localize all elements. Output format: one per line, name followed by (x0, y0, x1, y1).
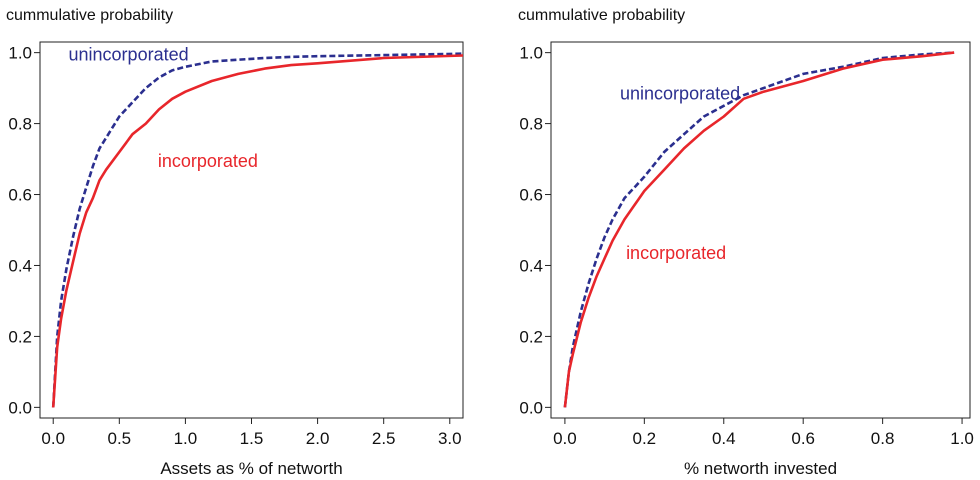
y-tick-label: 0.6 (8, 186, 32, 205)
x-tick-label: 0.4 (712, 429, 736, 448)
series-line-unincorporated (563, 51, 955, 408)
y-tick-label: 0.8 (8, 115, 32, 134)
annotation-incorporated: incorporated (626, 243, 726, 263)
y-tick-label: 0.4 (519, 256, 543, 275)
x-tick-label: 0.6 (791, 429, 815, 448)
x-tick-label: 0.5 (107, 429, 131, 448)
series-line-unincorporated (51, 52, 463, 408)
y-tick-label: 0.0 (519, 398, 543, 417)
annotation-incorporated: incorporated (158, 151, 258, 171)
y-axis-title: cummulative probability (518, 7, 685, 24)
x-tick-label: 0.2 (633, 429, 657, 448)
y-tick-label: 0.6 (519, 186, 543, 205)
x-axis-title: Assets as % of networth (160, 459, 342, 478)
annotation-unincorporated: unincorporated (69, 44, 189, 64)
x-tick-label: 1.0 (174, 429, 198, 448)
y-tick-label: 1.0 (519, 44, 543, 63)
plot-frame (550, 41, 971, 419)
y-axis-title: cummulative probability (6, 7, 173, 24)
plot-frame (39, 41, 464, 419)
x-tick-label: 2.0 (306, 429, 330, 448)
y-tick-label: 0.8 (519, 115, 543, 134)
y-tick-label: 0.2 (519, 327, 543, 346)
x-tick-label: 0.8 (871, 429, 895, 448)
y-tick-label: 0.0 (8, 398, 32, 417)
series-line-incorporated (51, 54, 463, 408)
x-axis-title: % networth invested (684, 459, 837, 478)
x-tick-label: 2.5 (372, 429, 396, 448)
x-tick-label: 1.5 (240, 429, 264, 448)
y-tick-label: 0.2 (8, 327, 32, 346)
series-line-incorporated (563, 51, 955, 408)
chart-1: cummulative probability 0.0 0.2 0.4 0.6 0.8 1.… (6, 7, 464, 478)
annotation-unincorporated: unincorporated (620, 83, 740, 103)
chart-2: cummulative probability 0.0 0.2 0.4 0.6 0.8 1.… (518, 7, 974, 478)
x-tick-label: 0.0 (41, 429, 65, 448)
x-tick-label: 0.0 (553, 429, 577, 448)
y-tick-label: 0.4 (8, 256, 32, 275)
x-tick-label: 1.0 (950, 429, 974, 448)
x-tick-label: 3.0 (438, 429, 462, 448)
y-tick-label: 1.0 (8, 44, 32, 63)
